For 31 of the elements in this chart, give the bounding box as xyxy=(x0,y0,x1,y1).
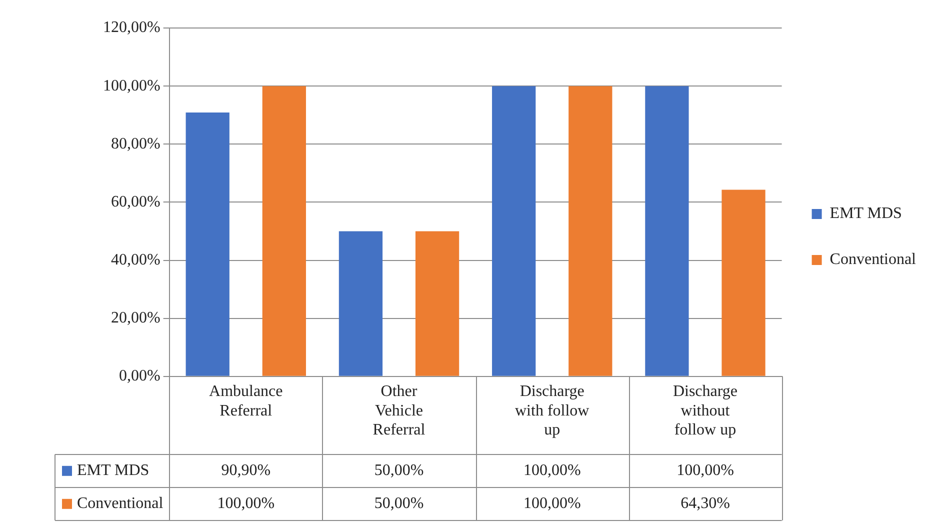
y-tick-label: 20,00% xyxy=(111,310,160,327)
y-tick-label: 0,00% xyxy=(119,368,160,385)
data-label: 90,90% xyxy=(221,462,271,480)
data-label: 100,00% xyxy=(523,462,581,480)
text: Conventional xyxy=(77,495,164,512)
x-tick-label: Ambulance Referral xyxy=(209,383,283,420)
bar xyxy=(415,231,460,376)
bar xyxy=(645,86,689,376)
text: EMT MDS xyxy=(830,205,902,222)
x-tick-label: Other Vehicle Referral xyxy=(372,383,426,439)
legend-label: Conventional xyxy=(830,251,917,268)
y-tick-label: 60,00% xyxy=(111,193,160,210)
bar xyxy=(492,86,536,376)
y-tick-label: 100,00% xyxy=(103,77,160,94)
data-label: 64,30% xyxy=(680,495,730,512)
data-label: 50,00% xyxy=(374,495,424,512)
bar xyxy=(568,86,612,376)
bar xyxy=(262,86,306,376)
bar xyxy=(722,190,766,376)
x-tick-label: Discharge with follow up xyxy=(515,383,590,439)
data-label: 100,00% xyxy=(676,462,734,480)
data-label: 100,00% xyxy=(523,495,581,512)
y-tick-label: 40,00% xyxy=(111,251,160,268)
bar xyxy=(186,112,230,376)
data-label: 100,00% xyxy=(217,495,275,512)
y-tick-label: 120,00% xyxy=(103,19,160,36)
x-tick-label: Discharge without follow up xyxy=(672,383,738,439)
data-label: 50,00% xyxy=(374,462,424,480)
y-tick-label: 80,00% xyxy=(111,135,160,152)
bar xyxy=(338,231,383,376)
legend-label: EMT MDS xyxy=(77,462,150,480)
